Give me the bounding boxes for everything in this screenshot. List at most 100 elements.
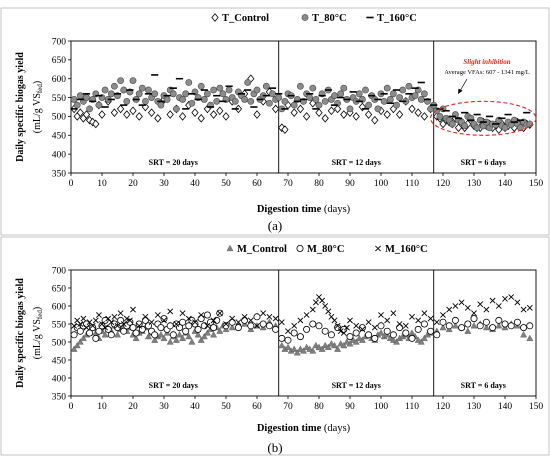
data-point: [83, 324, 90, 331]
data-point: [440, 312, 446, 318]
data-point: [135, 320, 143, 328]
data-point: [396, 321, 403, 327]
data-point: [290, 329, 298, 337]
data-point: [126, 317, 133, 324]
data-point: [318, 345, 326, 352]
x-tick-label: 30: [159, 179, 169, 189]
data-point: [358, 102, 367, 112]
x-tick-label: 40: [190, 402, 200, 412]
y-axis-unit: (mL/g VSfed): [32, 81, 44, 133]
data-point: [117, 310, 124, 317]
data-point: [483, 306, 490, 313]
data-point: [163, 96, 171, 103]
panel-label: (a): [268, 218, 282, 233]
data-point: [399, 86, 407, 94]
data-point: [408, 104, 416, 114]
x-tick-label: 100: [374, 402, 389, 412]
data-point: [464, 304, 471, 311]
data-point: [290, 345, 298, 352]
data-point: [70, 96, 78, 103]
period-label: SRT = 12 days: [332, 381, 381, 390]
y-tick-label: 400: [52, 374, 67, 384]
data-point: [192, 319, 198, 326]
data-point: [157, 324, 165, 332]
data-point: [427, 315, 434, 322]
data-point: [185, 332, 193, 340]
period-label: SRT = 20 days: [149, 158, 198, 167]
data-point: [352, 338, 360, 345]
inhibition-ellipse: [430, 100, 537, 136]
y-tick-label: 400: [52, 150, 67, 160]
data-point: [411, 92, 419, 100]
data-point: [365, 101, 372, 109]
data-point: [209, 110, 218, 119]
data-point: [89, 322, 96, 329]
data-point: [477, 301, 484, 308]
data-point: [182, 327, 190, 335]
data-point: [396, 94, 403, 101]
data-point: [98, 110, 106, 119]
data-point: [520, 331, 528, 338]
data-point: [216, 327, 224, 334]
data-point: [395, 110, 404, 119]
data-point: [117, 77, 124, 84]
data-point: [132, 334, 140, 341]
data-point: [278, 334, 286, 342]
data-point: [141, 97, 149, 105]
data-point: [253, 313, 261, 321]
x-tick-label: 30: [159, 402, 169, 412]
data-point: [265, 322, 273, 330]
data-point: [409, 313, 415, 320]
data-point: [300, 347, 307, 354]
x-axis-label-unit: (days): [321, 423, 350, 434]
data-point: [182, 90, 190, 98]
y-unit-sub: fed: [36, 310, 44, 319]
data-point: [98, 322, 106, 330]
data-point: [129, 77, 137, 84]
data-point: [151, 90, 159, 98]
x-tick-label: 150: [529, 179, 544, 189]
x-tick-label: 70: [283, 179, 293, 189]
data-point: [73, 341, 81, 349]
data-point: [507, 322, 515, 330]
data-point: [470, 315, 478, 323]
data-point: [76, 92, 84, 100]
data-point: [390, 310, 397, 317]
data-point: [452, 303, 459, 309]
data-point: [272, 325, 280, 333]
data-point: [116, 104, 125, 114]
y-tick-label: 700: [52, 37, 67, 47]
data-point: [216, 106, 224, 116]
data-point: [303, 312, 310, 318]
data-point: [297, 317, 304, 324]
data-point: [319, 297, 326, 304]
data-point: [247, 97, 255, 105]
data-point: [151, 336, 159, 343]
data-point: [358, 324, 366, 332]
data-point: [213, 97, 221, 105]
period-label: SRT = 6 days: [461, 381, 506, 390]
data-point: [476, 322, 484, 330]
data-point: [110, 108, 119, 117]
data-point: [352, 112, 360, 121]
data-point: [383, 110, 391, 119]
data-point: [178, 112, 187, 121]
data-point: [414, 108, 422, 117]
data-point: [172, 336, 180, 343]
data-point: [173, 321, 180, 327]
data-point: [408, 334, 416, 342]
data-point: [520, 324, 528, 332]
data-point: [222, 322, 230, 330]
data-point: [89, 117, 97, 127]
data-point: [501, 320, 509, 328]
data-point: [473, 124, 481, 132]
data-point: [185, 315, 192, 322]
data-point: [526, 304, 533, 311]
data-point: [337, 90, 345, 98]
data-point: [340, 330, 347, 336]
data-point: [446, 306, 453, 313]
y-tick-label: 550: [52, 320, 67, 330]
data-point: [92, 334, 100, 342]
y-tick-label: 350: [52, 392, 67, 402]
